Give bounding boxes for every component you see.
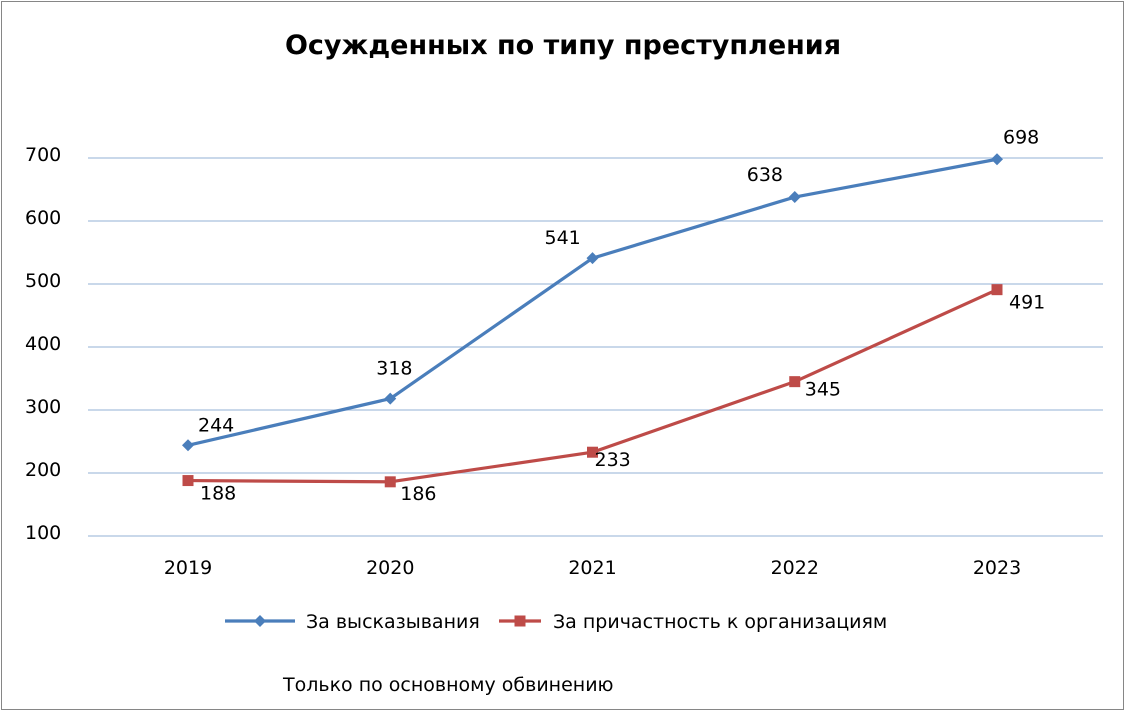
data-label-1-2021: 541: [545, 227, 581, 249]
x-axis-ticks: 2019 2020 2021 2022 2023: [164, 557, 1021, 579]
data-label-1-2019: 244: [198, 414, 234, 436]
marker-1-2021: [586, 252, 599, 265]
x-tick-2020: 2020: [366, 557, 414, 579]
x-tick-2019: 2019: [164, 557, 212, 579]
x-tick-2022: 2022: [771, 557, 819, 579]
data-label-1-2023: 698: [1003, 126, 1039, 148]
legend-marker-1: [254, 615, 266, 627]
data-label-1-2022: 638: [747, 164, 783, 186]
y-tick-700: 700: [25, 144, 61, 166]
y-axis-ticks: 100 200 300 400 500 600 700: [25, 144, 61, 544]
chart-title: Осужденных по типу преступления: [285, 30, 841, 61]
marker-2-2021: [587, 446, 598, 458]
legend-label-2: За причастность к организациям: [553, 611, 887, 633]
x-tick-2021: 2021: [568, 557, 616, 579]
series-group: [182, 153, 1003, 488]
marker-2-2023: [991, 284, 1003, 296]
y-tick-100: 100: [25, 522, 61, 544]
y-tick-300: 300: [25, 396, 61, 418]
y-tick-200: 200: [25, 459, 61, 481]
series-line-1: [187, 157, 998, 447]
marker-1-2020: [384, 392, 397, 405]
y-tick-500: 500: [25, 270, 61, 292]
marker-1-2022: [788, 191, 801, 204]
marker-2-2020: [384, 476, 396, 488]
legend-label-1: За высказывания: [306, 611, 480, 633]
data-label-1-2020: 318: [376, 358, 412, 380]
marker-2-2019: [182, 475, 194, 487]
legend: За высказывания За причастность к организ…: [225, 611, 887, 633]
marker-1-2023: [991, 153, 1003, 166]
data-label-2-2021: 233: [595, 449, 631, 471]
footnote: Только по основному обвинению: [282, 674, 614, 696]
data-label-2-2020: 186: [400, 483, 436, 505]
gridlines: [88, 157, 1103, 537]
marker-1-2019: [182, 439, 194, 452]
legend-marker-2: [514, 615, 526, 627]
data-label-2-2023: 491: [1009, 292, 1045, 314]
y-tick-600: 600: [25, 207, 61, 229]
marker-2-2022: [789, 376, 801, 388]
x-tick-2023: 2023: [973, 557, 1021, 579]
data-label-2-2022: 345: [805, 379, 841, 401]
data-labels: 244 318 541 638 698 188 186 233 345 491: [198, 126, 1045, 505]
y-tick-400: 400: [25, 333, 61, 355]
data-label-2-2019: 188: [200, 483, 236, 505]
